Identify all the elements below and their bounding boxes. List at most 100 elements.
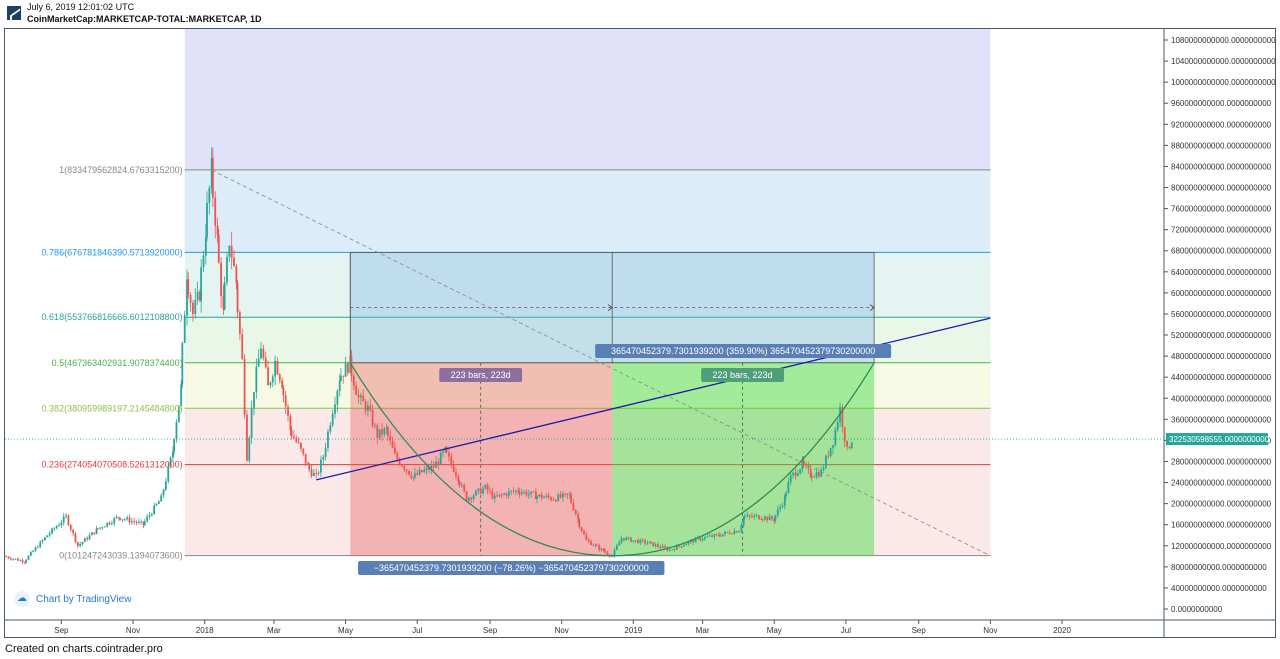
- candle-body: [685, 543, 688, 546]
- candle-body: [376, 425, 379, 438]
- candle-body: [527, 493, 530, 496]
- candle-body: [746, 514, 749, 517]
- candle-body: [160, 495, 163, 502]
- candle-body: [322, 456, 325, 460]
- candle-body: [711, 535, 713, 537]
- x-tick-label: Nov: [126, 626, 140, 635]
- candle-body: [834, 429, 837, 446]
- candle-body: [706, 536, 709, 538]
- candle-body: [67, 515, 70, 526]
- candle-body: [792, 472, 794, 475]
- candle-body: [173, 439, 176, 452]
- candle-body: [742, 516, 745, 525]
- candle-body: [613, 549, 616, 556]
- candle-body: [119, 517, 121, 520]
- fib-level-label: 0.786(676781846390.5713920000): [42, 247, 183, 257]
- candle-body: [652, 542, 655, 547]
- candle-body: [458, 481, 461, 486]
- candle-body: [570, 494, 572, 503]
- dashed-diagonal-line: [211, 169, 991, 557]
- candle-body: [496, 495, 498, 497]
- candle-body: [550, 497, 553, 500]
- x-tick-label: 2018: [196, 626, 214, 635]
- candle-body: [17, 558, 19, 561]
- candle-body: [194, 299, 197, 315]
- chart-frame[interactable]: [4, 28, 1276, 638]
- candle-body: [761, 519, 764, 521]
- candle-body: [115, 516, 118, 519]
- candle-body: [367, 405, 369, 411]
- candle-body: [113, 518, 116, 524]
- y-tick-label: 480000000000.0000000000: [1171, 352, 1272, 361]
- candle-body: [153, 505, 156, 515]
- candle-body: [836, 422, 839, 430]
- candle-body: [25, 559, 28, 563]
- candle-body: [694, 538, 697, 543]
- candle-body: [315, 473, 318, 474]
- candle-body: [728, 532, 731, 534]
- candle-body: [639, 539, 642, 544]
- candle-body: [352, 375, 355, 386]
- candle-body: [320, 459, 322, 473]
- candle-body: [794, 472, 797, 476]
- candle-body: [721, 534, 724, 537]
- candle-body: [719, 535, 722, 537]
- candle-body: [569, 494, 571, 496]
- candle-body: [744, 516, 746, 518]
- candle-body: [450, 456, 453, 465]
- candle-body: [255, 366, 258, 393]
- candle-body: [805, 464, 807, 466]
- candle-body: [507, 491, 510, 496]
- candle-body: [142, 521, 145, 526]
- fib-zone: [184, 169, 991, 253]
- candle-body: [216, 225, 219, 235]
- candle-body: [738, 531, 740, 533]
- rise-curve: [612, 362, 875, 557]
- candle-body: [596, 544, 598, 546]
- candle-body: [731, 533, 733, 535]
- candle-body: [220, 262, 222, 297]
- y-tick-label: 40000000000.0000000000: [1171, 584, 1267, 593]
- candle-body: [181, 342, 184, 385]
- candle-body: [580, 527, 583, 532]
- candle-body: [692, 540, 695, 543]
- candle-body: [95, 528, 98, 534]
- candle-body: [498, 494, 501, 497]
- chart-header: July 6, 2019 12:01:02 UTC CoinMarketCap:…: [0, 0, 1280, 28]
- candle-body: [336, 391, 339, 405]
- candles: [5, 146, 853, 565]
- candle-body: [620, 538, 623, 543]
- tradingview-watermark[interactable]: ☁ Chart by TradingView: [14, 590, 131, 608]
- candle-body: [62, 516, 65, 523]
- candle-body: [121, 519, 124, 521]
- candle-body: [437, 461, 440, 465]
- candle-body: [235, 265, 238, 284]
- candle-body: [538, 494, 541, 497]
- candle-body: [27, 555, 30, 560]
- candle-body: [559, 494, 562, 498]
- decline-curve: [349, 362, 613, 557]
- candle-body: [172, 451, 174, 458]
- candle-body: [430, 465, 433, 471]
- candle-body: [36, 547, 39, 549]
- candle-body: [81, 541, 84, 544]
- candle-body: [123, 519, 126, 521]
- candle-body: [46, 535, 49, 538]
- rise-measure-label: 365470452379.7301939200 (359.90%) 365470…: [595, 344, 892, 358]
- candle-body: [413, 473, 416, 478]
- candle-body: [83, 538, 86, 542]
- candle-body: [223, 282, 226, 310]
- candle-body: [699, 537, 702, 541]
- candle-body: [587, 539, 590, 542]
- x-tick-label: May: [767, 626, 782, 635]
- candle-body: [253, 392, 255, 409]
- candle-body: [661, 546, 664, 548]
- candle-body: [680, 546, 683, 548]
- candle-body: [204, 237, 207, 256]
- candle-body: [69, 525, 72, 530]
- fib-zone: [184, 362, 991, 409]
- candle-body: [625, 537, 628, 541]
- candle-body: [155, 503, 158, 506]
- candle-body: [91, 532, 93, 536]
